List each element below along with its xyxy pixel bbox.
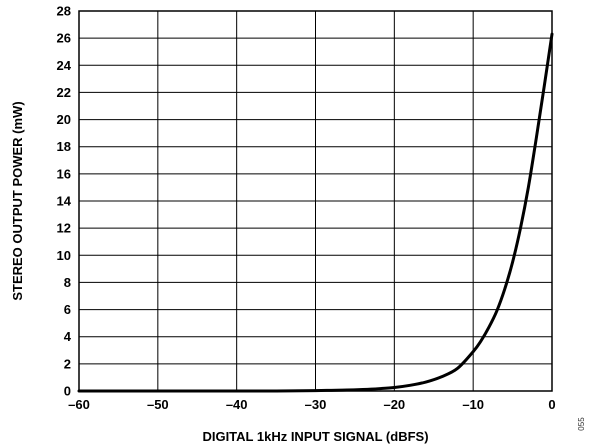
plot-frame: [78, 10, 553, 392]
y-tick-label: 24: [57, 58, 72, 73]
y-tick-label: 28: [57, 4, 71, 19]
grid: [78, 10, 553, 392]
x-tick-label: –20: [383, 397, 405, 412]
x-tick-label: –40: [226, 397, 248, 412]
y-tick-label: 4: [64, 329, 72, 344]
x-tick-label: –60: [68, 397, 90, 412]
y-tick-label: 0: [64, 384, 71, 399]
y-tick-label: 6: [64, 302, 71, 317]
y-tick-label: 14: [57, 194, 72, 209]
x-tick-label: –10: [462, 397, 484, 412]
x-axis-title: DIGITAL 1kHz INPUT SIGNAL (dBFS): [202, 429, 428, 444]
y-tick-label: 8: [64, 275, 71, 290]
x-axis-ticks: –60 –50 –40 –30 –20 –10 0: [68, 397, 555, 412]
figure-id: 055: [577, 417, 586, 431]
y-tick-label: 18: [57, 139, 71, 154]
y-tick-label: 22: [57, 85, 71, 100]
y-tick-label: 16: [57, 166, 71, 181]
y-tick-label: 12: [57, 221, 71, 236]
y-tick-label: 20: [57, 112, 71, 127]
y-tick-label: 26: [57, 31, 71, 46]
x-tick-label: –30: [305, 397, 327, 412]
x-tick-label: –50: [147, 397, 169, 412]
y-tick-label: 2: [64, 356, 71, 371]
x-tick-label: 0: [548, 397, 555, 412]
y-axis-title: STEREO OUTPUT POWER (mW): [10, 101, 25, 300]
y-tick-label: 10: [57, 248, 71, 263]
